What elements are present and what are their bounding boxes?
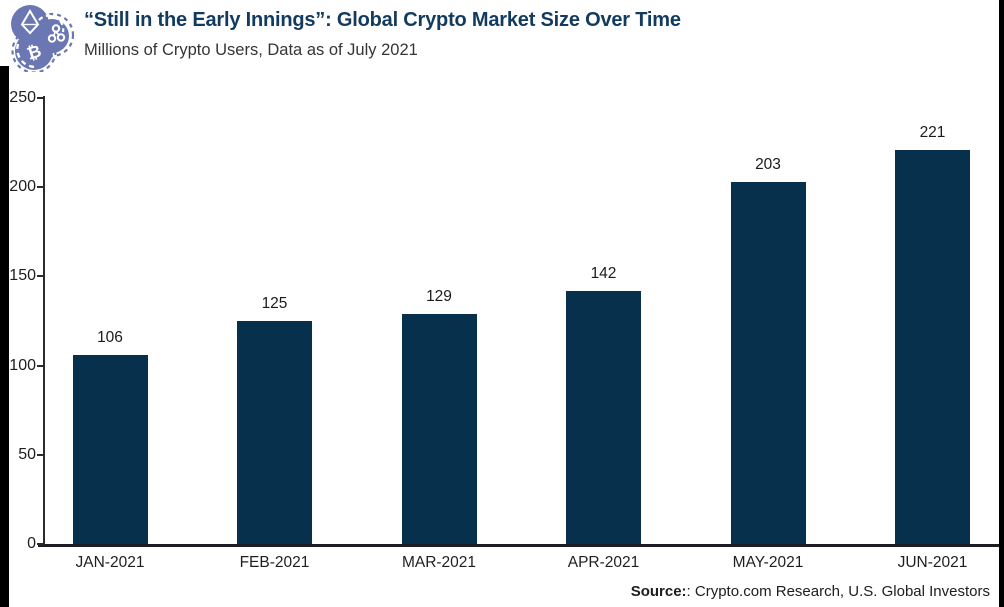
bar-feb-2021 [237, 321, 312, 544]
bar-jun-2021 [895, 149, 970, 544]
y-axis-tick-mark [37, 453, 44, 456]
bar-value-label: 221 [919, 123, 946, 141]
x-axis-label: MAR-2021 [401, 554, 477, 571]
y-axis-line [43, 96, 45, 547]
bar-mar-2021 [401, 313, 477, 544]
y-axis-tick-mark [37, 97, 44, 99]
y-axis-tick-label: 50 [18, 445, 36, 463]
y-axis-tick-label: 150 [9, 267, 36, 285]
y-axis-tick-mark [37, 364, 44, 367]
svg-text:₿: ₿ [25, 41, 44, 63]
crypto-coins-logo-icon: ₿ [11, 5, 75, 72]
y-axis-tick-mark [37, 275, 44, 278]
source-label: Source: [630, 583, 687, 600]
source-text: : Crypto.com Research, U.S. Global Inves… [686, 583, 990, 600]
source-attribution: Source:: Crypto.com Research, U.S. Globa… [631, 583, 990, 600]
bar-apr-2021 [566, 290, 641, 544]
bar-value-label: 142 [590, 264, 617, 282]
x-axis-label: MAY-2021 [732, 554, 804, 571]
right-border [999, 0, 1004, 607]
left-border [0, 66, 9, 607]
y-axis-tick-mark [37, 543, 44, 545]
y-axis-tick-mark [37, 186, 44, 189]
chart-title: “Still in the Early Innings”: Global Cry… [84, 9, 681, 31]
y-axis-tick-label: 250 [9, 89, 36, 106]
x-axis-line [38, 544, 999, 547]
x-axis-label: FEB-2021 [239, 554, 310, 571]
bar-value-label: 106 [97, 328, 123, 346]
chart-subtitle: Millions of Crypto Users, Data as of Jul… [84, 41, 418, 59]
x-axis-label: APR-2021 [567, 554, 640, 571]
y-axis-tick-label: 0 [27, 535, 36, 552]
y-axis-tick-label: 200 [9, 178, 36, 196]
x-axis-label: JAN-2021 [75, 554, 145, 571]
bar-jan-2021 [72, 354, 148, 544]
y-axis-tick-label: 100 [9, 356, 36, 374]
bar-value-label: 125 [261, 295, 288, 312]
bar-value-label: 129 [426, 287, 452, 305]
bar-may-2021 [730, 181, 806, 544]
x-axis-label: JUN-2021 [897, 554, 968, 571]
bar-value-label: 203 [755, 155, 781, 173]
